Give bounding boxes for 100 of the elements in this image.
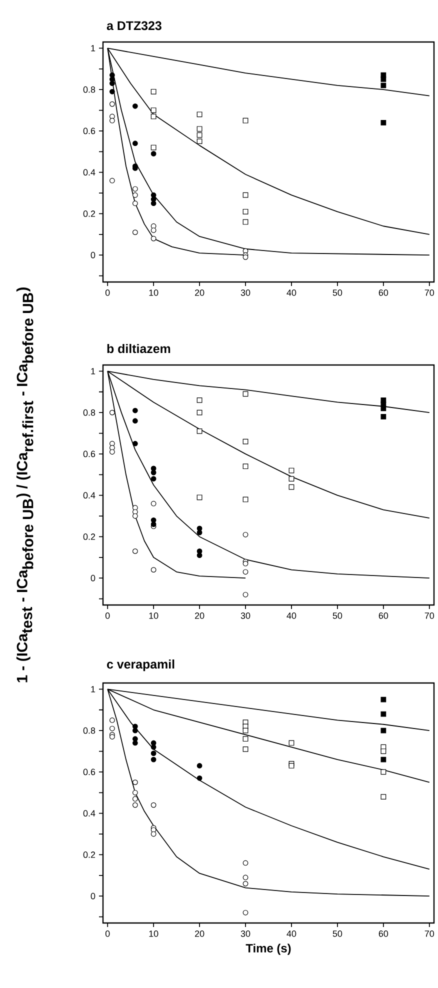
point — [151, 831, 156, 837]
x-tick-label: 60 — [379, 290, 388, 296]
point — [380, 769, 386, 775]
y-tick-label: 0.2 — [84, 852, 96, 858]
x-tick-label: 20 — [195, 290, 204, 296]
point — [151, 802, 156, 808]
x-tick-label: 30 — [241, 290, 250, 296]
point — [196, 126, 202, 132]
point — [151, 500, 156, 506]
point — [132, 230, 138, 236]
point — [288, 476, 294, 482]
point — [288, 763, 294, 768]
y-axis-title: $\textbf{1 - (ICa}_{\textbf{test}}\textbf{ - ICa}_{\textbf{before UB}}\textbf{) / (ICa}_{\textbf{ref.first}}\textbf{ - ICa}_{\textbf{before UB}}\textbf{)}$ — [16, 288, 34, 682]
point — [132, 790, 138, 796]
y-tick-label: 0.4 — [84, 492, 96, 499]
point — [110, 449, 116, 455]
point — [151, 750, 156, 756]
point — [132, 192, 138, 198]
point — [242, 746, 248, 752]
x-tick-label: 50 — [332, 612, 342, 619]
point — [380, 711, 386, 717]
x-tick-label: 60 — [379, 930, 388, 937]
point — [242, 736, 248, 742]
point — [151, 228, 156, 233]
point — [196, 775, 202, 781]
chart-title: b diltiazem — [107, 344, 170, 354]
point — [132, 796, 138, 802]
point — [151, 108, 156, 113]
point — [380, 748, 386, 754]
point — [242, 569, 248, 575]
point — [242, 192, 248, 198]
y-tick-label: 1 — [91, 686, 96, 692]
point — [110, 410, 116, 416]
x-axis-title: Time (s) — [246, 944, 291, 955]
y-tick-label: 0.8 — [84, 86, 96, 93]
point — [380, 728, 386, 734]
y-tick-label: 0 — [90, 892, 96, 900]
x-tick-label: 20 — [195, 930, 204, 937]
chart-title: a DTZ323 — [107, 21, 162, 30]
point — [151, 567, 156, 573]
x-tick-label: 10 — [149, 612, 158, 619]
point — [242, 910, 248, 916]
point — [110, 118, 116, 124]
point — [380, 414, 386, 420]
x-tick-label: 70 — [425, 612, 434, 619]
point — [196, 397, 202, 403]
y-tick-label: 0.6 — [84, 128, 96, 134]
point — [110, 718, 116, 723]
point — [380, 120, 386, 126]
x-tick-label: 10 — [149, 930, 158, 937]
point — [132, 408, 138, 414]
x-tick-label: 0 — [106, 612, 110, 619]
y-tick-label: 0.2 — [84, 534, 96, 540]
point — [242, 391, 248, 397]
point — [110, 76, 116, 82]
point — [132, 440, 138, 446]
point — [196, 132, 202, 138]
point — [288, 484, 294, 490]
point — [151, 756, 156, 762]
point — [242, 874, 248, 880]
point — [380, 756, 386, 762]
point — [242, 438, 248, 444]
point — [151, 114, 156, 120]
x-tick-label: 50 — [332, 930, 342, 937]
point — [151, 88, 156, 94]
y-tick-label: 0.8 — [84, 409, 96, 416]
point — [151, 200, 156, 206]
y-tick-label: 0 — [90, 252, 96, 258]
x-tick-label: 40 — [286, 612, 296, 619]
point — [132, 200, 138, 206]
point — [132, 505, 138, 510]
point — [242, 860, 248, 866]
point — [380, 82, 386, 88]
x-tick-label: 30 — [241, 930, 250, 937]
point — [380, 794, 386, 800]
y-tick-label: 0 — [90, 574, 96, 582]
point — [132, 802, 138, 808]
point — [242, 208, 248, 214]
point — [242, 464, 248, 470]
point — [196, 428, 202, 434]
x-tick-label: 40 — [286, 930, 296, 937]
point — [132, 513, 138, 519]
y-tick-label: 0.4 — [84, 169, 96, 176]
x-tick-label: 40 — [286, 290, 296, 296]
y-tick-label: 0.6 — [84, 768, 96, 776]
x-tick-label: 10 — [149, 290, 158, 296]
point — [196, 410, 202, 416]
point — [151, 476, 156, 482]
y-tick-label: 0.2 — [84, 210, 96, 217]
point — [151, 151, 156, 156]
point — [132, 780, 138, 785]
point — [110, 101, 116, 107]
point — [242, 532, 248, 538]
point — [132, 103, 138, 109]
point — [151, 522, 156, 527]
x-tick-label: 70 — [425, 290, 434, 296]
x-tick-label: 30 — [241, 612, 250, 619]
x-tick-label: 0 — [106, 930, 110, 937]
x-tick-label: 50 — [332, 290, 342, 296]
point — [196, 552, 202, 558]
